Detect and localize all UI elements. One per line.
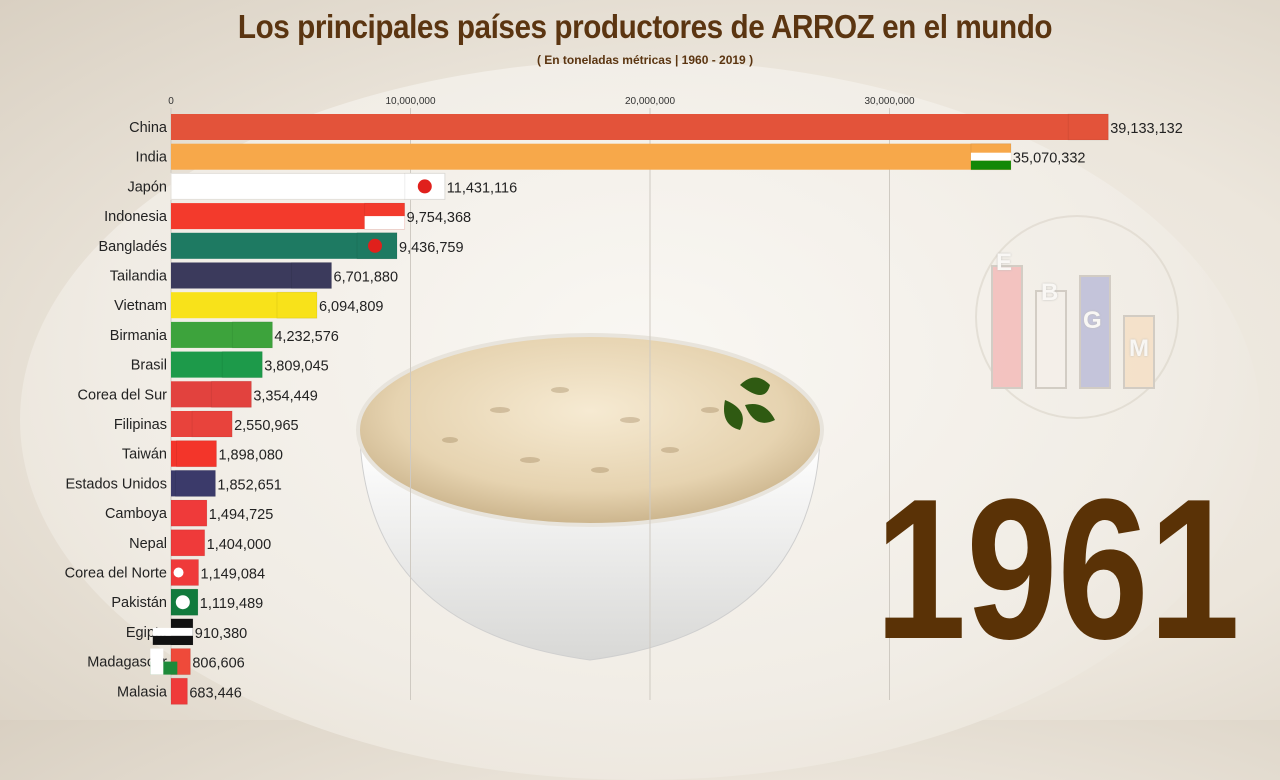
x-tick-label: 20,000,000 xyxy=(625,96,675,107)
logo-bar-4 xyxy=(1123,315,1155,389)
value-label: 35,070,332 xyxy=(1013,151,1086,167)
value-label: 806,606 xyxy=(192,656,244,672)
bar-flag xyxy=(175,440,217,468)
bar-flag xyxy=(1067,113,1109,141)
category-label: Camboya xyxy=(105,506,168,522)
value-label: 39,133,132 xyxy=(1110,121,1183,137)
category-label: Pakistán xyxy=(111,595,167,611)
flag-egypt-band xyxy=(152,627,193,636)
category-label: Corea del Sur xyxy=(78,387,168,403)
category-label: Filipinas xyxy=(114,417,167,433)
value-label: 1,898,080 xyxy=(218,448,283,464)
logo-bar-3 xyxy=(1079,275,1111,389)
bar-flag xyxy=(170,529,206,557)
bar xyxy=(171,143,1011,170)
value-label: 1,852,651 xyxy=(217,477,282,493)
bar-flag xyxy=(276,291,318,319)
bar-flag xyxy=(291,262,333,289)
category-label: Birmania xyxy=(110,328,168,344)
rice-bowl-image xyxy=(356,333,824,661)
value-label: 9,754,368 xyxy=(407,210,472,226)
logo-bar-2 xyxy=(1035,290,1067,389)
bar xyxy=(170,172,446,200)
logo-letter-m: M xyxy=(1129,335,1149,362)
flag-india-band-green xyxy=(970,160,1011,170)
x-tick-label: 30,000,000 xyxy=(864,96,914,107)
logo-letter-e: E xyxy=(996,249,1013,276)
bar-flag xyxy=(210,380,252,408)
category-label: India xyxy=(136,150,168,166)
bar xyxy=(171,114,1109,140)
value-label: 2,550,965 xyxy=(234,418,299,434)
bar-flag xyxy=(231,321,273,349)
bar-flag xyxy=(191,410,233,438)
category-label: Tailandia xyxy=(110,269,168,285)
bar-flag xyxy=(221,351,263,379)
value-label: 4,232,576 xyxy=(274,329,339,345)
value-label: 9,436,759 xyxy=(399,240,464,256)
category-label: Vietnam xyxy=(114,298,167,314)
category-label: Taiwán xyxy=(122,447,167,463)
flag-india-band xyxy=(970,152,1011,161)
value-label: 3,809,045 xyxy=(264,359,329,375)
category-label: Brasil xyxy=(131,358,167,374)
category-label: Madagascar xyxy=(87,655,167,671)
flag-korea-north-dot xyxy=(173,567,184,578)
flag-japan-dot xyxy=(417,179,432,194)
bar-flag xyxy=(170,499,208,527)
x-tick-label: 0 xyxy=(168,96,174,107)
category-label: Indonesia xyxy=(104,209,168,225)
category-label: Malasia xyxy=(117,684,168,700)
logo-letter-b: B xyxy=(1041,279,1059,306)
value-label: 1,404,000 xyxy=(207,537,272,553)
value-label: 6,701,880 xyxy=(334,270,399,286)
logo-bar-1 xyxy=(991,265,1023,389)
category-label: Bangladés xyxy=(98,239,167,255)
flag-pakistan-moon xyxy=(175,595,190,610)
x-tick-label: 10,000,000 xyxy=(385,96,435,107)
value-label: 1,494,725 xyxy=(209,507,274,523)
value-label: 11,431,116 xyxy=(447,180,517,196)
value-label: 6,094,809 xyxy=(319,299,384,315)
value-label: 1,149,084 xyxy=(201,567,266,583)
ebgm-logo: E B G M xyxy=(975,215,1179,419)
chart-subtitle: ( En toneladas métricas | 1960 - 2019 ) xyxy=(536,53,754,67)
flag-indonesia-band xyxy=(364,216,405,230)
flag-egypt-band-black xyxy=(152,635,193,645)
category-label: Estados Unidos xyxy=(65,476,167,492)
bar-chart: 0 10,000,000 20,000,000 30,000,000 China 39,1… xyxy=(65,96,1183,705)
value-label: 3,354,449 xyxy=(253,388,318,404)
chart-title: Los principales países productores de AR… xyxy=(237,8,1053,45)
value-label: 1,119,489 xyxy=(200,596,263,612)
value-label: 910,380 xyxy=(195,626,247,642)
value-label: 683,446 xyxy=(189,685,241,701)
category-label: Nepal xyxy=(129,536,167,552)
category-label: China xyxy=(129,120,168,136)
bar-flag xyxy=(174,469,216,497)
logo-letter-g: G xyxy=(1083,307,1102,334)
year-label: 1961 xyxy=(875,458,1240,681)
flag-madagascar-white xyxy=(150,648,164,675)
bar-flag xyxy=(170,677,188,705)
flag-bangladesh-dot xyxy=(368,238,383,253)
category-label: Japón xyxy=(127,179,167,195)
category-label: Corea del Norte xyxy=(65,566,167,582)
